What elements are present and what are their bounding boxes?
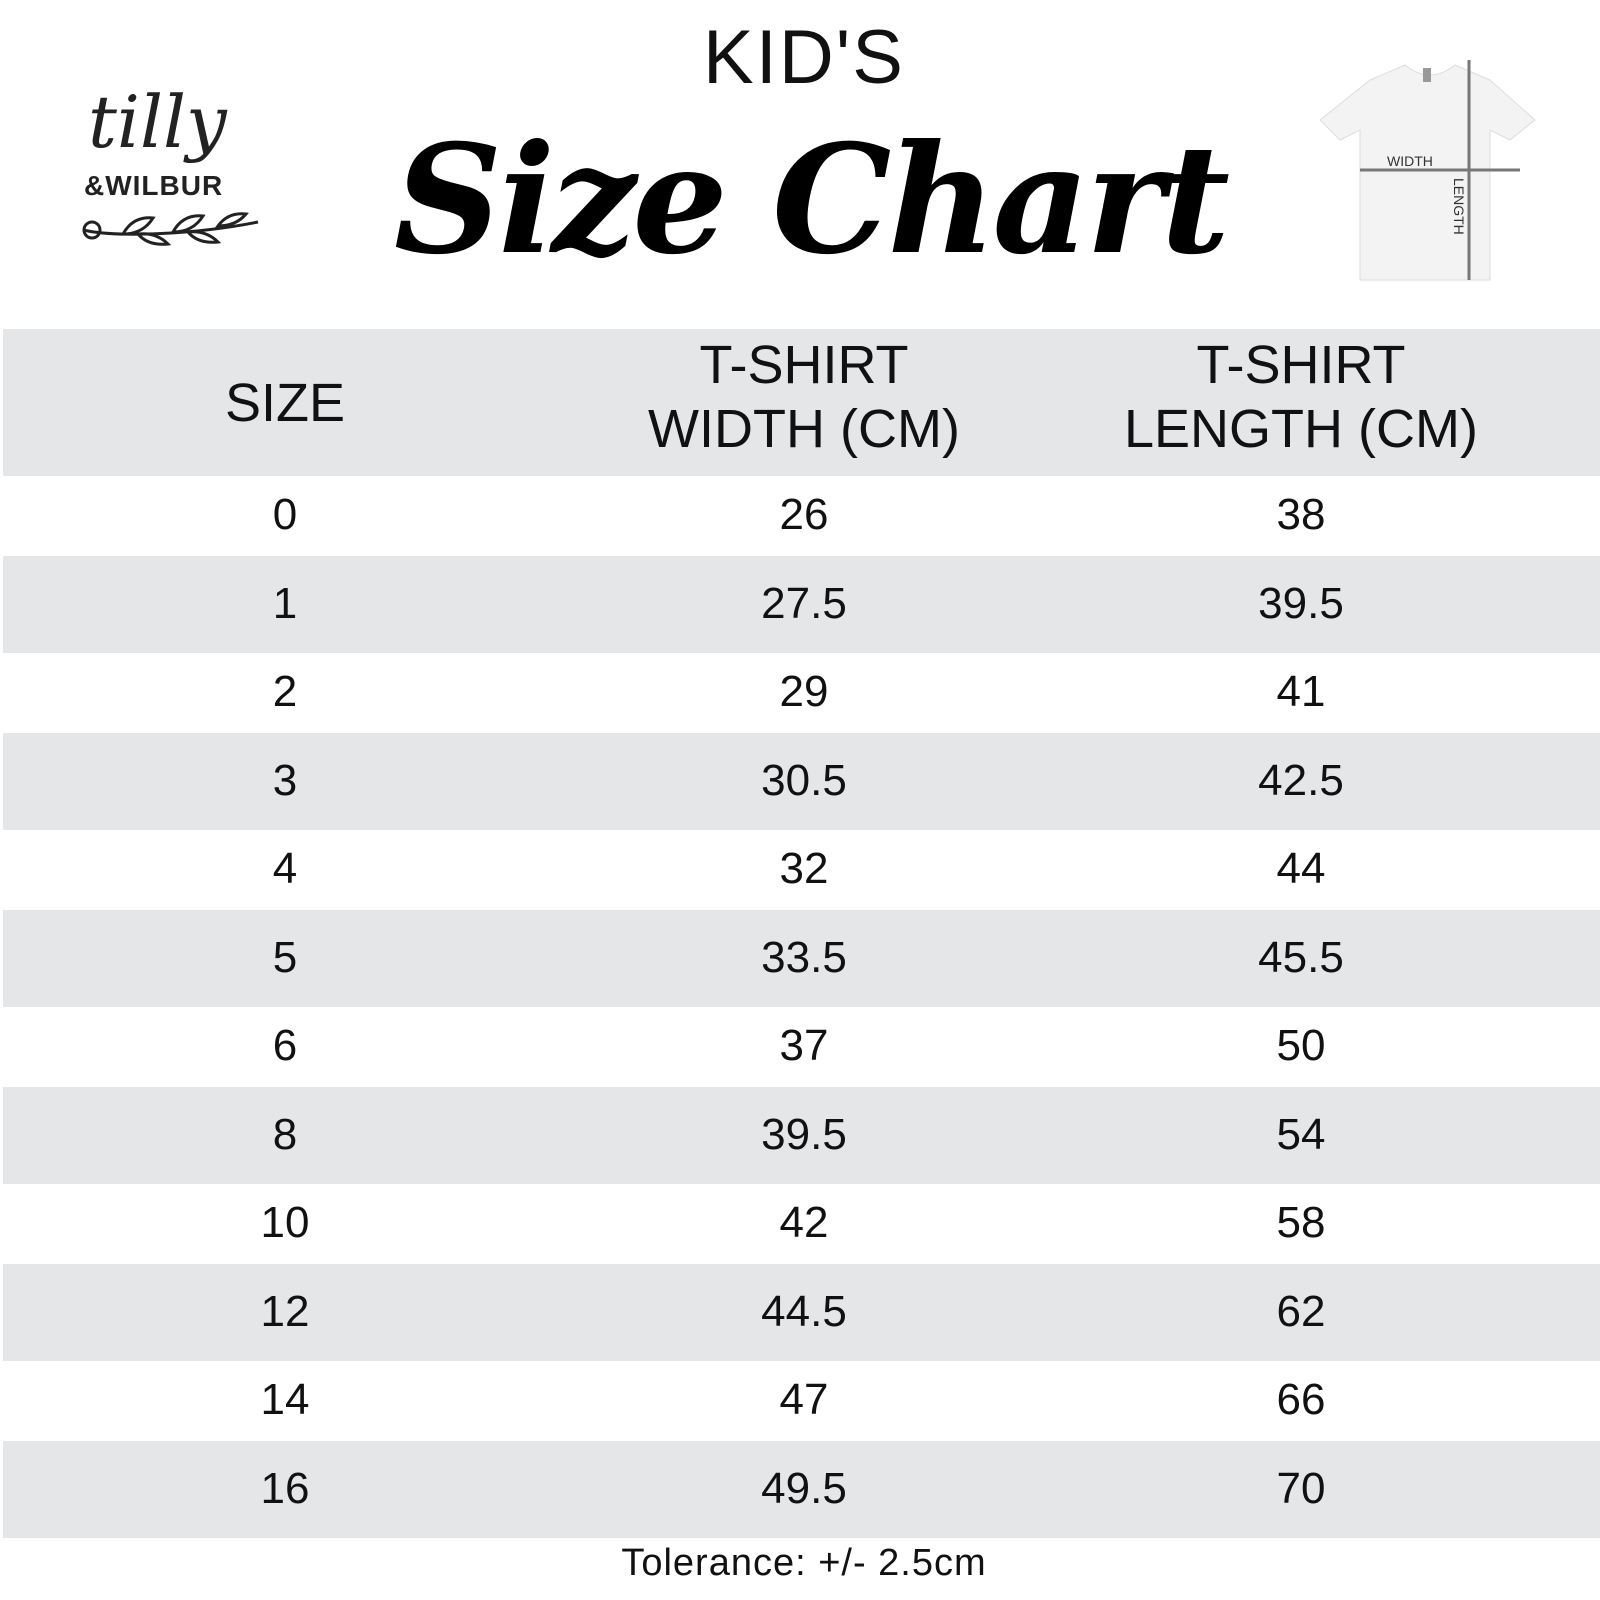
size-cell: 2	[272, 667, 298, 716]
table-row: 6 37 50	[3, 1007, 1600, 1087]
header-text: T-SHIRT	[699, 335, 909, 395]
width-cell: 27.5	[761, 578, 847, 628]
size-cell: 0	[272, 490, 298, 539]
width-cell: 30.5	[761, 755, 847, 805]
width-cell: 32	[779, 844, 829, 893]
logo-text-wilbur: &WILBUR	[84, 170, 224, 201]
length-cell: 44	[1276, 844, 1326, 893]
length-cell: 62	[1276, 1286, 1326, 1336]
table-row: 8 39.5 54	[3, 1087, 1600, 1184]
length-cell: 42.5	[1258, 755, 1344, 805]
tshirt-diagram: WIDTH LENGTH	[1319, 60, 1540, 290]
length-cell: 38	[1276, 490, 1326, 539]
table-row: 3 30.5 42.5	[3, 733, 1600, 830]
width-cell: 33.5	[761, 932, 847, 982]
length-cell: 66	[1276, 1375, 1326, 1424]
brand-logo: tilly &WILBUR	[78, 80, 263, 260]
width-cell: 29	[779, 667, 829, 716]
size-cell: 5	[272, 932, 298, 982]
length-label: LENGTH	[1451, 178, 1467, 235]
width-label: WIDTH	[1387, 153, 1433, 169]
header-text: LENGTH (CM)	[1124, 399, 1478, 459]
size-cell: 10	[260, 1198, 310, 1247]
width-cell: 42	[779, 1198, 829, 1247]
length-cell: 41	[1276, 667, 1326, 716]
table-row: 1 27.5 39.5	[3, 556, 1600, 653]
size-cell: 12	[260, 1286, 310, 1336]
size-cell: 8	[272, 1109, 298, 1159]
size-cell: 1	[272, 578, 298, 628]
width-cell: 37	[779, 1021, 829, 1070]
header-text: SIZE	[224, 373, 346, 433]
table-row: 14 47 66	[3, 1361, 1600, 1441]
col-header-length: T-SHIRT LENGTH (CM)	[1021, 333, 1581, 461]
size-cell: 4	[272, 844, 298, 893]
width-cell: 44.5	[761, 1286, 847, 1336]
width-cell: 47	[779, 1375, 829, 1424]
table-row: 5 33.5 45.5	[3, 910, 1600, 1007]
length-cell: 70	[1276, 1463, 1326, 1513]
table-row: 0 26 38	[3, 476, 1600, 556]
header-text: T-SHIRT	[1196, 335, 1406, 395]
length-cell: 50	[1276, 1021, 1326, 1070]
leaf-branch-icon	[82, 212, 259, 246]
size-cell: 3	[272, 755, 298, 805]
width-cell: 39.5	[761, 1109, 847, 1159]
size-cell: 14	[260, 1375, 310, 1424]
size-table: SIZE T-SHIRT WIDTH (CM) T-SHIRT LENGTH (CM…	[3, 329, 1600, 1538]
col-header-size: SIZE	[5, 371, 565, 435]
table-row: 2 29 41	[3, 653, 1600, 733]
length-cell: 45.5	[1258, 932, 1344, 982]
length-cell: 39.5	[1258, 578, 1344, 628]
width-cell: 49.5	[761, 1463, 847, 1513]
size-cell: 16	[260, 1463, 310, 1513]
tshirt-icon: WIDTH LENGTH	[1319, 60, 1536, 281]
tolerance-note: Tolerance: +/- 2.5cm	[621, 1542, 987, 1584]
size-chart-title: Size Chart	[393, 112, 1230, 288]
size-cell: 6	[272, 1021, 298, 1070]
table-row: 12 44.5 62	[3, 1264, 1600, 1361]
width-cell: 26	[779, 490, 829, 539]
table-row: 10 42 58	[3, 1184, 1600, 1264]
table-row: 4 32 44	[3, 830, 1600, 910]
col-header-width: T-SHIRT WIDTH (CM)	[524, 333, 1084, 461]
header-text: WIDTH (CM)	[648, 399, 960, 459]
length-cell: 58	[1276, 1198, 1326, 1247]
table-row: 16 49.5 70	[3, 1441, 1600, 1538]
logo-text-tilly: tilly	[88, 80, 227, 164]
kids-heading: KID'S	[703, 15, 905, 100]
length-cell: 54	[1276, 1109, 1326, 1159]
table-header: SIZE T-SHIRT WIDTH (CM) T-SHIRT LENGTH (CM…	[3, 329, 1600, 476]
